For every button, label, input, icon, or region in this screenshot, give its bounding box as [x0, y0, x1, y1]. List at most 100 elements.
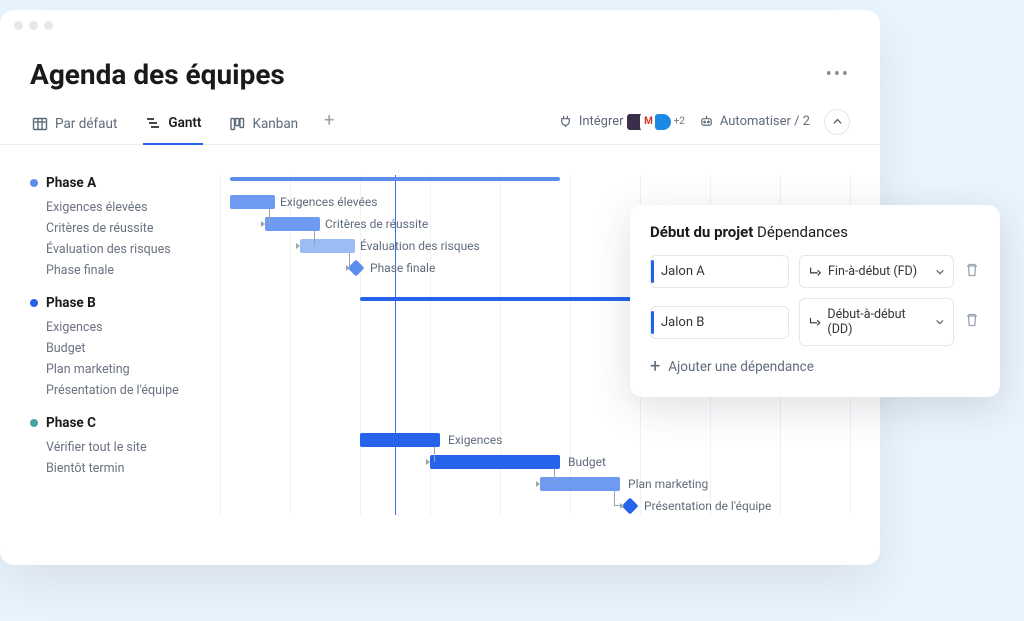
delete-dependency-button[interactable] — [964, 262, 980, 282]
dependency-name-input[interactable]: Jalon A — [650, 255, 789, 288]
app-window: Agenda des équipes ••• Par défaut Gantt … — [0, 10, 880, 565]
gantt-bar-label: Plan marketing — [628, 477, 708, 491]
gantt-bar[interactable] — [230, 195, 275, 209]
panel-title: Début du projet Dépendances — [650, 223, 980, 241]
tab-label: Par défaut — [55, 116, 117, 132]
automate-label: Automatiser / 2 — [720, 114, 810, 129]
dependency-arrow — [261, 221, 265, 227]
task-item[interactable]: Critères de réussite — [30, 218, 220, 239]
dependency-arrow — [346, 265, 350, 271]
tab-label: Gantt — [168, 115, 201, 131]
phase-group: Phase A Exigences élevéesCritères de réus… — [30, 175, 220, 281]
gantt-bar[interactable] — [265, 217, 320, 231]
gantt-bar[interactable] — [430, 455, 560, 469]
gantt-bar-label: Budget — [568, 455, 606, 469]
task-item[interactable]: Bientôt termin — [30, 458, 220, 479]
phase-name: Phase C — [46, 415, 96, 431]
panel-title-rest: Dépendances — [753, 223, 848, 241]
dependency-row: Jalon A Fin-à-début (FD) — [650, 255, 980, 288]
gantt-bar-label: Phase finale — [370, 261, 435, 275]
dependency-arrow — [296, 243, 300, 249]
tabs-right: Intégrer M +2 Automatiser / 2 — [558, 109, 850, 143]
dependency-type-icon — [808, 315, 821, 329]
phase-summary-bar[interactable] — [230, 177, 560, 181]
phase-name: Phase A — [46, 175, 96, 191]
dependency-type-value: Fin-à-début (FD) — [828, 264, 917, 279]
dependency-type-select[interactable]: Début-à-début (DD) — [799, 298, 954, 346]
task-sidebar: Phase A Exigences élevéesCritères de réus… — [30, 175, 220, 515]
add-tab-button[interactable]: + — [324, 110, 334, 141]
dependency-type-select[interactable]: Fin-à-début (FD) — [799, 255, 954, 288]
collapse-button[interactable] — [824, 109, 850, 135]
gantt-bar-label: Exigences élevées — [280, 195, 377, 209]
grid-icon — [32, 116, 48, 132]
task-item[interactable]: Phase finale — [30, 260, 220, 281]
tab-gantt[interactable]: Gantt — [143, 107, 203, 145]
chevron-down-icon — [935, 317, 945, 327]
dependency-connector — [314, 231, 315, 246]
integrate-button[interactable]: Intégrer M +2 — [558, 113, 685, 131]
add-dependency-label: Ajouter une dépendance — [668, 359, 814, 375]
page-title: Agenda des équipes — [30, 58, 285, 91]
integration-icons: M +2 — [630, 113, 685, 131]
gantt-bar[interactable] — [540, 477, 620, 491]
header: Agenda des équipes ••• — [0, 40, 880, 99]
phase-title[interactable]: Phase A — [30, 175, 220, 191]
window-titlebar — [0, 10, 880, 40]
plug-icon — [558, 114, 573, 129]
gantt-bar[interactable] — [300, 239, 355, 253]
tab-label: Kanban — [252, 116, 298, 132]
delete-dependency-button[interactable] — [964, 312, 980, 332]
integrate-label: Intégrer — [579, 114, 624, 129]
gantt-bar-label: Évaluation des risques — [360, 239, 480, 253]
milestone-diamond[interactable] — [348, 260, 365, 277]
chevron-down-icon — [935, 267, 945, 277]
dependency-connector — [269, 209, 270, 224]
integration-extra-count: +2 — [674, 116, 685, 127]
phase-title[interactable]: Phase C — [30, 415, 220, 431]
dependency-row: Jalon B Début-à-début (DD) — [650, 298, 980, 346]
tab-kanban[interactable]: Kanban — [227, 108, 300, 144]
chevron-up-icon — [832, 116, 843, 127]
phase-dot — [30, 419, 38, 427]
gantt-bar-label: Présentation de l'équipe — [644, 499, 771, 513]
trash-icon — [964, 262, 980, 278]
robot-icon — [699, 114, 714, 129]
dependency-name-value: Jalon B — [661, 315, 704, 330]
dependency-arrow — [620, 503, 624, 509]
milestone-diamond[interactable] — [622, 498, 639, 515]
plus-icon: + — [650, 356, 660, 377]
integration-badge — [654, 113, 672, 131]
automate-button[interactable]: Automatiser / 2 — [699, 114, 810, 129]
gantt-bar-label: Exigences — [448, 433, 502, 447]
phase-group: Phase C Vérifier tout le siteBientôt term… — [30, 415, 220, 479]
dependency-name-value: Jalon A — [661, 264, 705, 279]
dependency-name-input[interactable]: Jalon B — [650, 306, 789, 339]
task-item[interactable]: Vérifier tout le site — [30, 437, 220, 458]
gantt-icon — [145, 115, 161, 131]
kanban-icon — [229, 116, 245, 132]
task-item[interactable]: Exigences élevées — [30, 197, 220, 218]
dependency-connector — [434, 447, 435, 462]
task-item[interactable]: Plan marketing — [30, 359, 220, 380]
tab-default[interactable]: Par défaut — [30, 108, 119, 144]
dependency-connector — [554, 469, 555, 484]
task-item[interactable]: Présentation de l'équipe — [30, 380, 220, 401]
gantt-bar[interactable] — [360, 433, 440, 447]
add-dependency-button[interactable]: + Ajouter une dépendance — [650, 356, 980, 377]
dependency-arrow — [426, 459, 430, 465]
traffic-light-min[interactable] — [29, 21, 38, 30]
traffic-light-max[interactable] — [44, 21, 53, 30]
task-item[interactable]: Évaluation des risques — [30, 239, 220, 260]
gantt-bar-label: Critères de réussite — [325, 217, 428, 231]
task-item[interactable]: Exigences — [30, 317, 220, 338]
tabs-left: Par défaut Gantt Kanban + — [30, 107, 334, 144]
dependency-panel: Début du projet Dépendances Jalon A Fin-… — [630, 205, 1000, 397]
phase-title[interactable]: Phase B — [30, 295, 220, 311]
phase-group: Phase B ExigencesBudgetPlan marketingPrés… — [30, 295, 220, 401]
grid-line — [220, 175, 221, 515]
traffic-light-close[interactable] — [14, 21, 23, 30]
panel-title-bold: Début du projet — [650, 223, 753, 241]
task-item[interactable]: Budget — [30, 338, 220, 359]
more-icon[interactable]: ••• — [826, 64, 850, 85]
